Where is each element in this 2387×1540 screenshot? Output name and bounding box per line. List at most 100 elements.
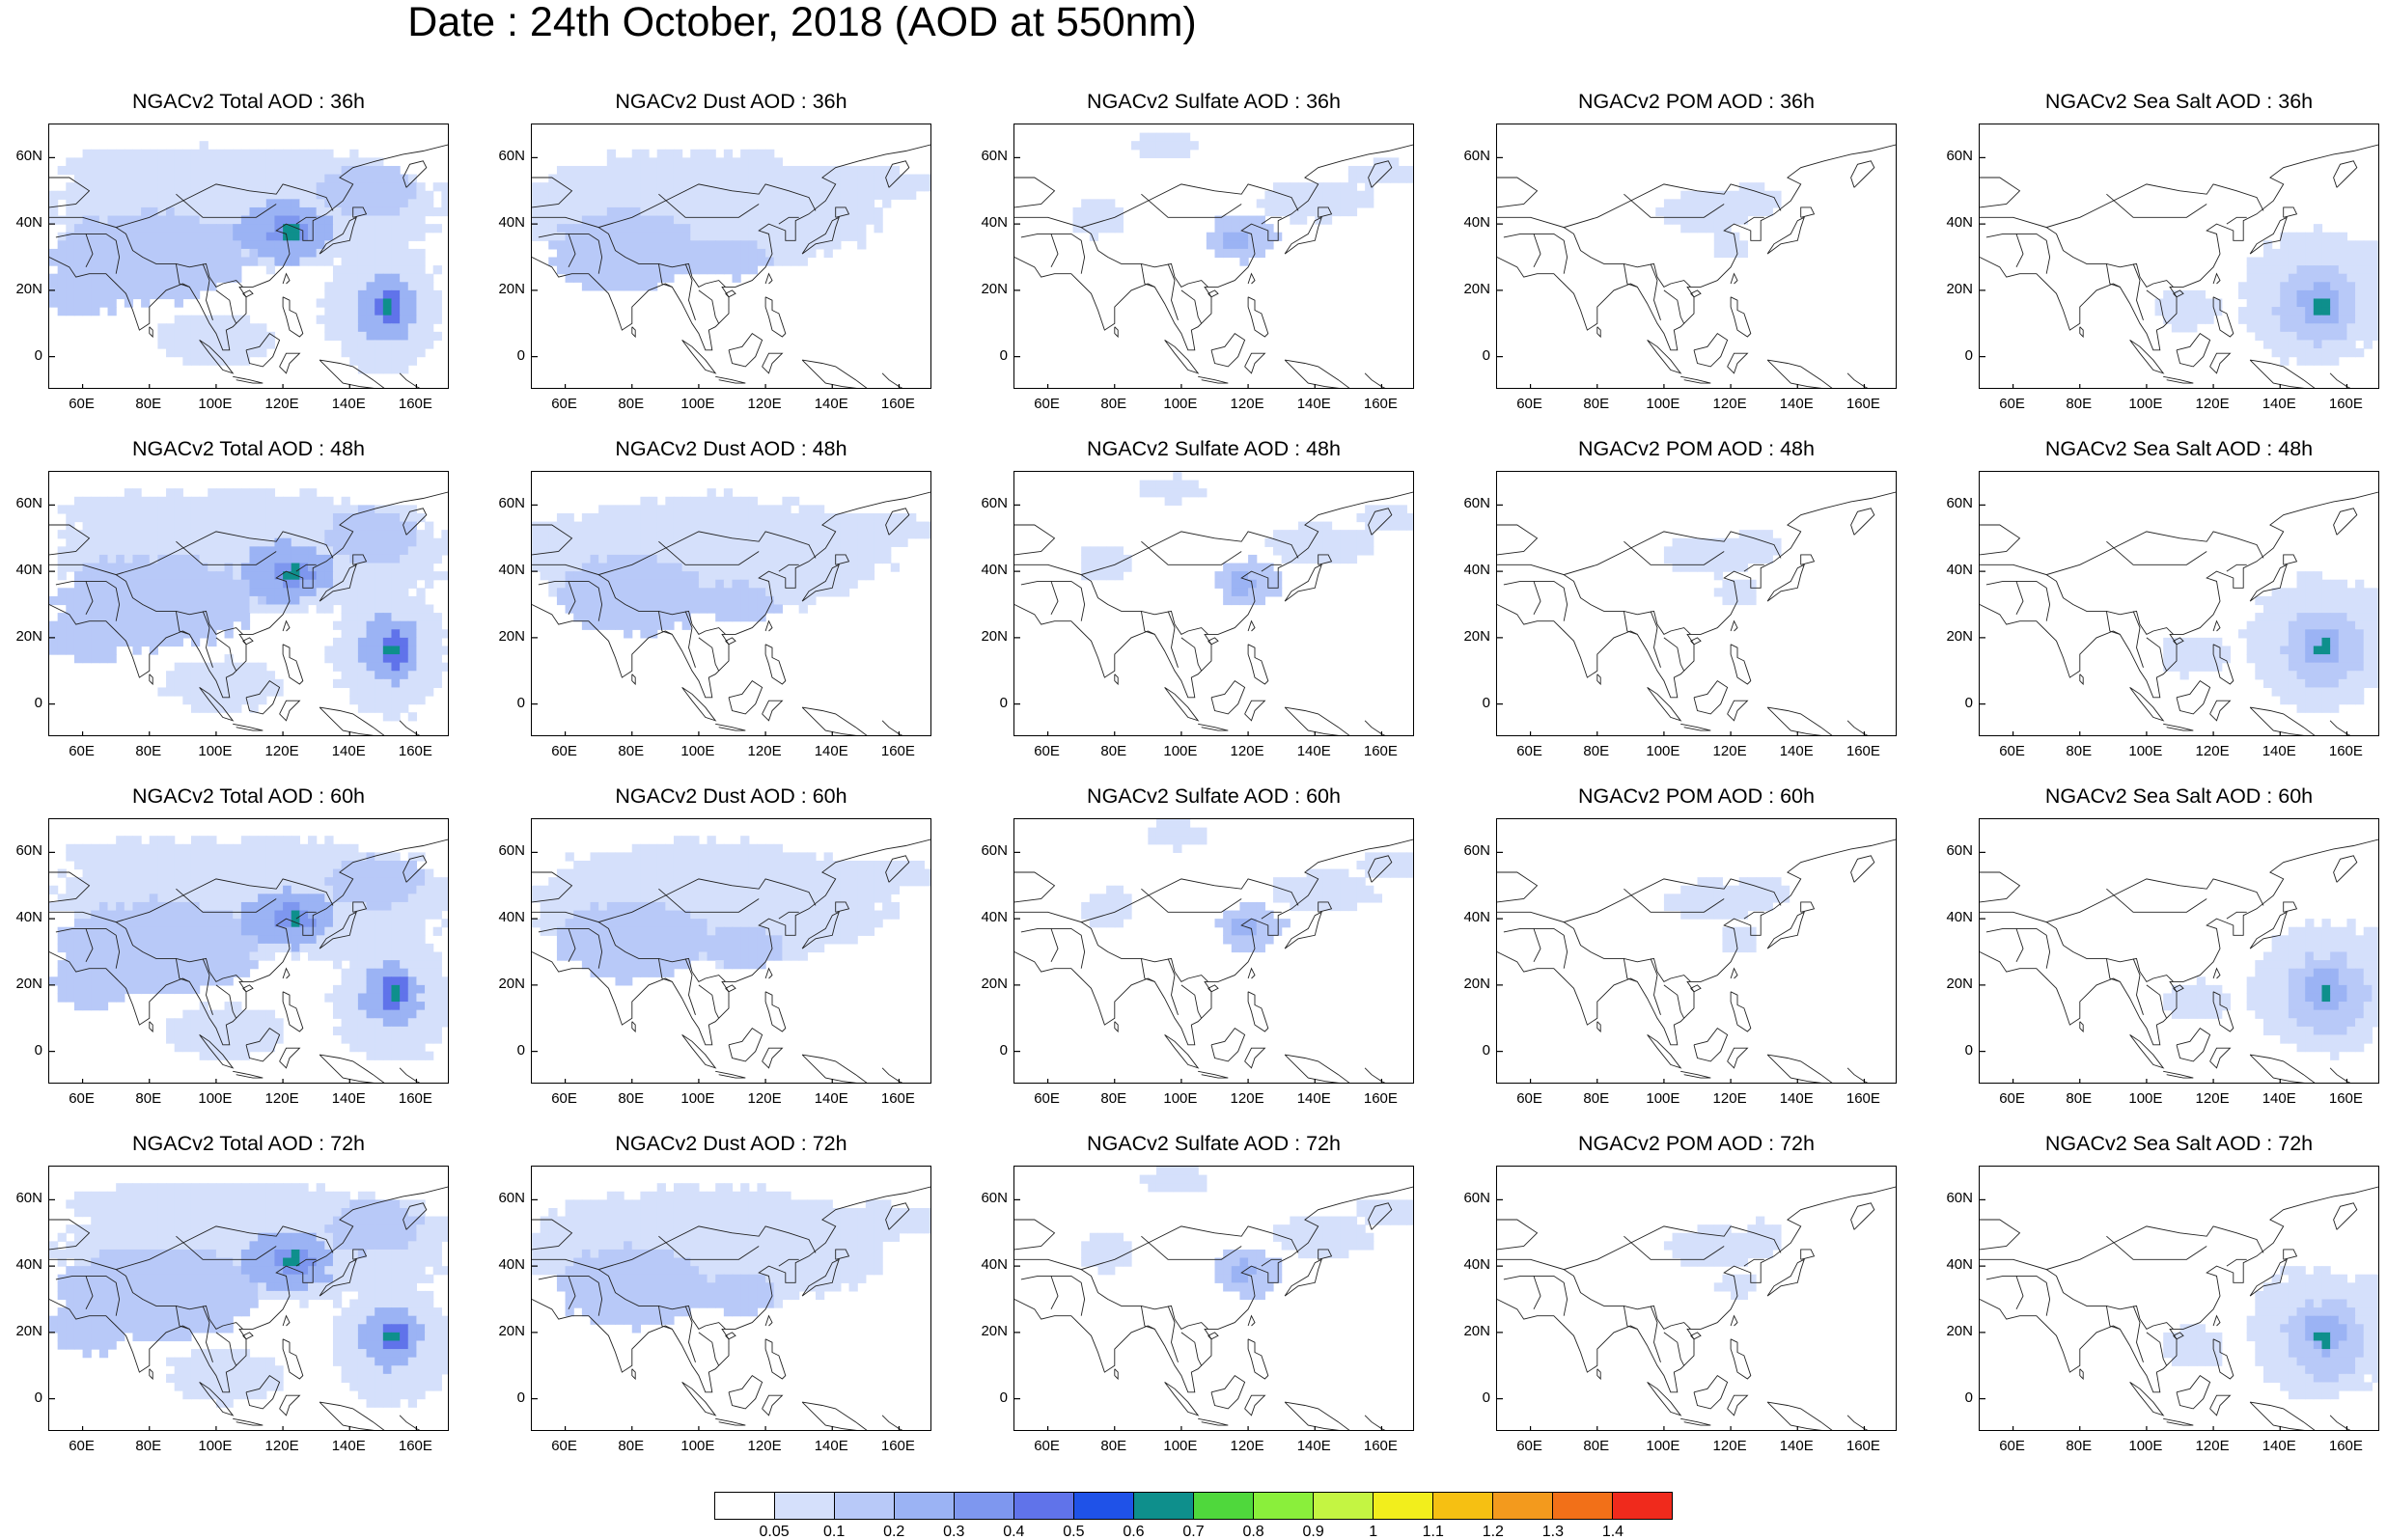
aod-map: [1980, 144, 2378, 388]
aod-map: [1980, 491, 2378, 735]
coastlines: [1014, 1186, 1413, 1430]
lat-tick-label: 0: [516, 346, 525, 364]
lon-tick-label: 60E: [69, 396, 95, 412]
colorbar-tick-label: 0.8: [1242, 1524, 1264, 1540]
lon-tick-label: 100E: [1163, 1090, 1198, 1107]
lon-tick-label: 160E: [1363, 396, 1398, 412]
aod-shading: [2163, 919, 2378, 1060]
colorbar-box: [775, 1493, 835, 1519]
map-panel-pom-72h: [1496, 1166, 1897, 1431]
lon-tick-label: 140E: [1779, 396, 1814, 412]
lon-tick-label: 60E: [551, 1090, 577, 1107]
panel-title: NGACv2 Dust AOD : 60h: [615, 784, 847, 808]
lat-tick-label: 40N: [1946, 909, 1973, 926]
lat-tick-label: 40N: [498, 909, 525, 926]
lon-tick-label: 100E: [680, 396, 715, 412]
panel-title: NGACv2 Total AOD : 60h: [132, 784, 365, 808]
lon-tick-label: 80E: [1583, 743, 1610, 759]
colorbar-box: [715, 1493, 775, 1519]
lon-tick-label: 120E: [747, 1090, 782, 1107]
lon-tick-label: 60E: [1034, 1090, 1060, 1107]
lat-tick-label: 40N: [498, 562, 525, 579]
lon-tick-label: 120E: [1712, 1090, 1747, 1107]
lon-tick-label: 120E: [1230, 1090, 1264, 1107]
aod-shading: [1663, 877, 1790, 953]
lat-tick-label: 0: [999, 1389, 1008, 1406]
lon-tick-label: 140E: [331, 1438, 366, 1454]
lon-tick-label: 100E: [2128, 743, 2163, 759]
lat-tick-label: 20N: [1946, 975, 1973, 992]
colorbar-tick-label: 0.05: [759, 1524, 790, 1540]
map-panel-total-48h: [48, 471, 449, 736]
lon-tick-label: 160E: [1846, 1438, 1880, 1454]
lon-tick-label: 60E: [1034, 1438, 1060, 1454]
lat-tick-label: 60N: [498, 495, 525, 512]
colorbar-box: [1493, 1493, 1553, 1519]
lon-tick-label: 80E: [135, 1090, 162, 1107]
lat-tick-label: 0: [1482, 346, 1490, 364]
lat-tick-label: 60N: [15, 148, 42, 165]
panel-title: NGACv2 Sulfate AOD : 48h: [1087, 437, 1341, 460]
lon-tick-label: 100E: [2128, 396, 2163, 412]
aod-shading: [1081, 1167, 1413, 1301]
lat-tick-label: 40N: [15, 909, 42, 926]
coastlines: [532, 1186, 930, 1430]
lon-tick-label: 140E: [814, 396, 848, 412]
lat-tick-label: 60N: [981, 495, 1008, 512]
colorbar-tick-label: 0.7: [1182, 1524, 1205, 1540]
lat-tick-label: 40N: [1946, 1256, 1973, 1274]
lat-tick-label: 0: [1964, 1389, 1973, 1406]
panel-title: NGACv2 Dust AOD : 36h: [615, 90, 847, 113]
lat-tick-label: 20N: [15, 975, 42, 992]
aod-shading: [49, 836, 448, 1060]
lon-tick-label: 160E: [880, 743, 915, 759]
lon-tick-label: 120E: [264, 1438, 299, 1454]
lon-tick-label: 100E: [680, 1438, 715, 1454]
lon-tick-label: 100E: [2128, 1438, 2163, 1454]
coastlines: [1014, 839, 1413, 1083]
panel-title: NGACv2 Sulfate AOD : 72h: [1087, 1132, 1341, 1155]
colorbar-tick-label: 0.3: [943, 1524, 965, 1540]
map-panel-dust-36h: [531, 124, 931, 389]
lat-tick-label: 20N: [498, 280, 525, 297]
lon-tick-label: 80E: [2066, 396, 2093, 412]
map-panel-sulfate-72h: [1013, 1166, 1414, 1431]
aod-shading: [49, 1183, 448, 1408]
lat-tick-label: 20N: [15, 280, 42, 297]
panel-title: NGACv2 Total AOD : 72h: [132, 1132, 365, 1155]
lon-tick-label: 80E: [618, 743, 645, 759]
lon-tick-label: 120E: [747, 1438, 782, 1454]
lon-tick-label: 80E: [135, 396, 162, 412]
lat-tick-label: 40N: [981, 214, 1008, 232]
lon-tick-label: 140E: [1296, 743, 1331, 759]
lat-tick-label: 60N: [1946, 842, 1973, 860]
lat-tick-label: 40N: [981, 562, 1008, 579]
lon-tick-label: 140E: [2262, 396, 2296, 412]
panel-title: NGACv2 Total AOD : 36h: [132, 90, 365, 113]
colorbar-tick-label: 1.1: [1422, 1524, 1444, 1540]
lon-tick-label: 120E: [2195, 1438, 2230, 1454]
lat-tick-label: 60N: [1946, 148, 1973, 165]
lat-tick-label: 0: [516, 1041, 525, 1059]
lon-tick-label: 80E: [135, 743, 162, 759]
panel-title: NGACv2 Sulfate AOD : 60h: [1087, 784, 1341, 808]
colorbar-tick-label: 0.2: [883, 1524, 905, 1540]
map-panel-total-72h: [48, 1166, 449, 1431]
panel-title: NGACv2 POM AOD : 72h: [1578, 1132, 1815, 1155]
lat-tick-label: 40N: [498, 214, 525, 232]
lat-tick-label: 0: [34, 1041, 42, 1059]
lat-tick-label: 0: [516, 694, 525, 711]
aod-map: [1497, 491, 1896, 735]
lon-tick-label: 120E: [264, 743, 299, 759]
aod-map: [49, 836, 448, 1083]
lon-tick-label: 140E: [1296, 1438, 1331, 1454]
coastlines: [1980, 491, 2378, 735]
lon-tick-label: 60E: [551, 1438, 577, 1454]
lon-tick-label: 120E: [747, 743, 782, 759]
lat-tick-label: 40N: [1946, 562, 1973, 579]
lon-tick-label: 160E: [398, 396, 432, 412]
map-panel-dust-60h: [531, 818, 931, 1084]
lon-tick-label: 60E: [1034, 396, 1060, 412]
lon-tick-label: 60E: [1999, 1090, 2025, 1107]
lon-tick-label: 160E: [1363, 1438, 1398, 1454]
